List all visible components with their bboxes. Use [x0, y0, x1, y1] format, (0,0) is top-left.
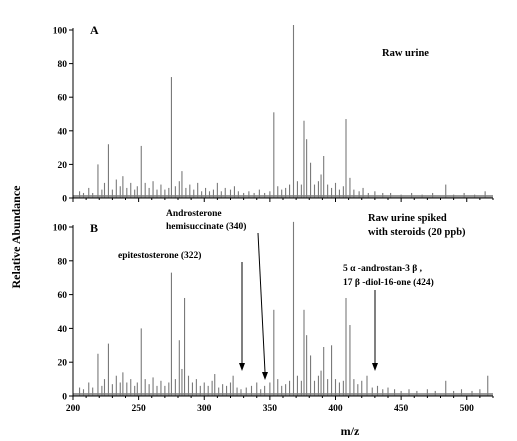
- panel-b-x-tick-label-1: 250: [132, 404, 147, 414]
- panel-b-y-tick-label-3: 60: [58, 291, 68, 301]
- panel-a-note: Raw urine: [382, 48, 429, 59]
- x-axis-title: m/z: [341, 424, 360, 438]
- panel-a-letter: A: [90, 23, 99, 37]
- panel-b-y-tick-label-4: 80: [58, 257, 68, 267]
- panel-b-x-tick-label-2: 300: [197, 404, 212, 414]
- annotation-androsterone-arrow-head: [262, 372, 268, 380]
- panel-a-y-tick-label-2: 40: [58, 127, 68, 137]
- panel-a-y-tick-label-4: 80: [58, 60, 68, 70]
- panel-b-y-tick-label-1: 20: [58, 359, 68, 369]
- annotation-androsterone-hemisuccinate: Androsterone hemisuccinate (340): [166, 209, 268, 380]
- annotation-androsterone-label-line-2: hemisuccinate (340): [166, 221, 246, 232]
- panel-b-x-tick-label-5: 450: [394, 404, 409, 414]
- panel-a-y-tick-label-5: 100: [53, 27, 68, 37]
- panel-a-raw-urine: 0 20 40 60 80 100 A Raw urine: [53, 23, 494, 205]
- panel-b-letter: B: [90, 221, 98, 235]
- annotation-epitestosterone: epitestosterone (322): [118, 250, 245, 371]
- panel-a-y-tick-label-3: 60: [58, 94, 68, 104]
- panel-b-x-tick-label-4: 400: [328, 404, 343, 414]
- panel-b-y-tick-label-0: 0: [62, 393, 67, 403]
- annotation-androsterone-label-line-1: Androsterone: [166, 209, 222, 219]
- annotation-androstanediolone-arrow-head: [372, 363, 378, 371]
- panel-b-x-tick-label-3: 350: [263, 404, 278, 414]
- annotation-androstanediolone-label-line-2: 17 β -diol-16-one (424): [343, 277, 434, 288]
- panel-b-x-tick-label-6: 500: [460, 404, 475, 414]
- panel-a-y-tick-label-0: 0: [62, 195, 67, 205]
- annotation-androstanediolone: 5 α -androstan-3 β , 17 β -diol-16-one (…: [343, 264, 434, 371]
- panel-b-note-line-2: with steroids (20 ppb): [368, 227, 466, 238]
- panel-b-x-tick-label-0: 200: [66, 404, 81, 414]
- panel-b-y-tick-label-2: 40: [58, 325, 68, 335]
- panel-a-y-tick-label-1: 20: [58, 161, 68, 171]
- annotation-androsterone-arrow-line: [257, 232, 266, 373]
- panel-b-note-line-1: Raw urine spiked: [368, 213, 447, 224]
- panel-b-spiked-urine: 0 20 40 60 80 100 200 250 300 350 400 450 500 B Raw …: [53, 209, 494, 414]
- y-axis-title: Relative Abundance: [9, 185, 23, 289]
- panel-b-baseline-noise: [73, 393, 493, 396]
- annotation-epitestosterone-arrow-head: [239, 363, 245, 371]
- panel-a-baseline-noise: [73, 195, 493, 198]
- panel-b-y-tick-label-5: 100: [53, 224, 68, 234]
- annotation-androstanediolone-label-line-1: 5 α -androstan-3 β ,: [343, 264, 423, 274]
- annotation-epitestosterone-label: epitestosterone (322): [118, 250, 201, 261]
